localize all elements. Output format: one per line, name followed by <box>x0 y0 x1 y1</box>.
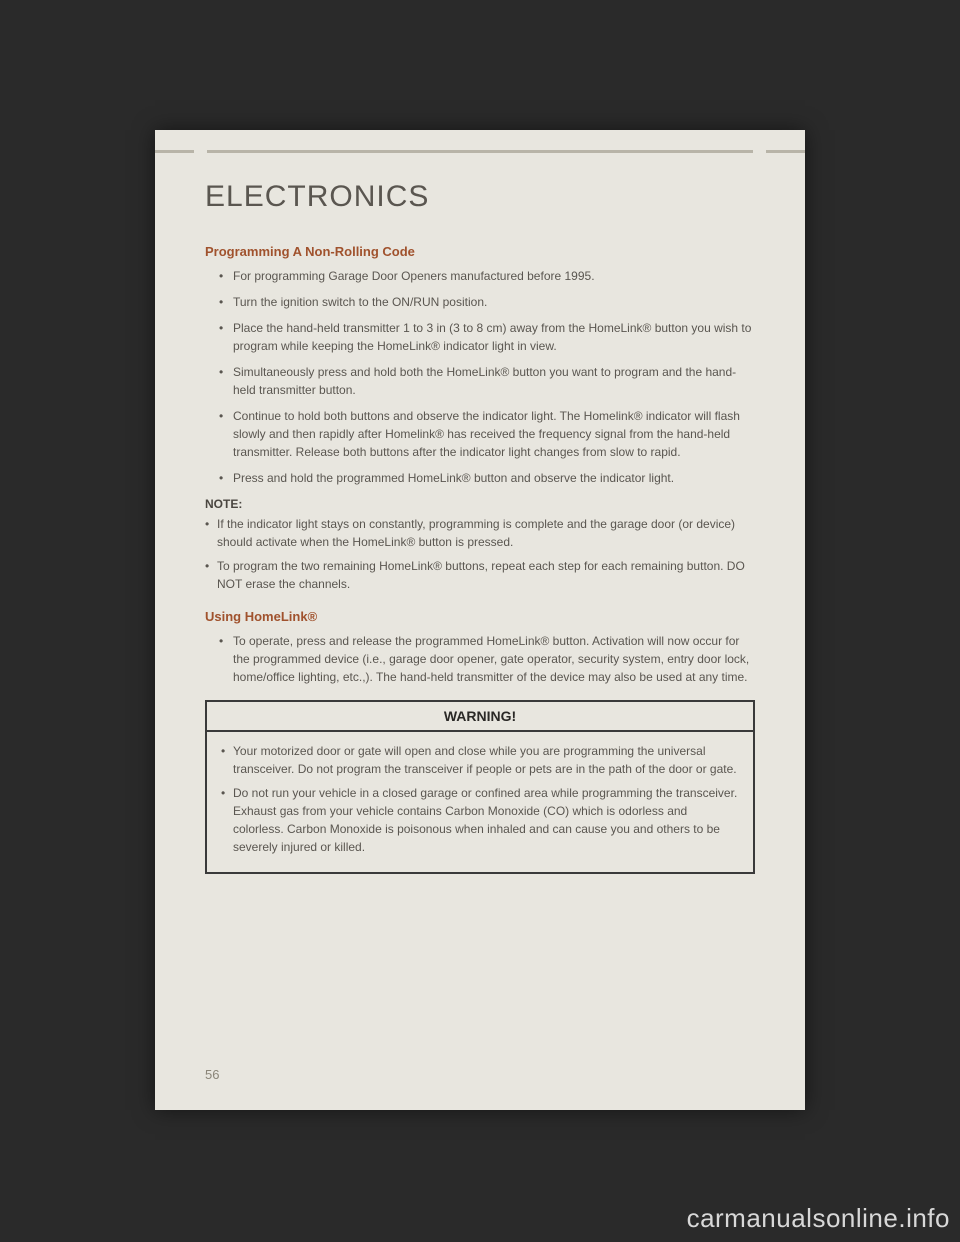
chapter-title: ELECTRONICS <box>205 180 755 214</box>
list-item: Your motorized door or gate will open an… <box>221 742 739 778</box>
list-item: Turn the ignition switch to the ON/RUN p… <box>223 293 755 311</box>
section2-list: To operate, press and release the progra… <box>205 632 755 686</box>
warning-body: Your motorized door or gate will open an… <box>207 732 753 872</box>
page-number: 56 <box>205 1067 219 1082</box>
list-item: To operate, press and release the progra… <box>223 632 755 686</box>
warning-title: WARNING! <box>207 702 753 732</box>
list-item: If the indicator light stays on constant… <box>205 515 755 551</box>
note-list: If the indicator light stays on constant… <box>205 515 755 593</box>
list-item: Place the hand-held transmitter 1 to 3 i… <box>223 319 755 355</box>
warning-box: WARNING! Your motorized door or gate wil… <box>205 700 755 874</box>
list-item: Continue to hold both buttons and observ… <box>223 407 755 461</box>
list-item: Simultaneously press and hold both the H… <box>223 363 755 399</box>
section1-list: For programming Garage Door Openers manu… <box>205 267 755 487</box>
section-heading-nonrolling: Programming A Non-Rolling Code <box>205 244 755 259</box>
section-heading-using: Using HomeLink® <box>205 609 755 624</box>
top-rule <box>155 150 805 153</box>
list-item: For programming Garage Door Openers manu… <box>223 267 755 285</box>
watermark: carmanualsonline.info <box>687 1203 950 1234</box>
list-item: To program the two remaining HomeLink® b… <box>205 557 755 593</box>
list-item: Press and hold the programmed HomeLink® … <box>223 469 755 487</box>
list-item: Do not run your vehicle in a closed gara… <box>221 784 739 856</box>
note-label: NOTE: <box>205 497 755 511</box>
manual-page: ELECTRONICS Programming A Non-Rolling Co… <box>155 130 805 1110</box>
